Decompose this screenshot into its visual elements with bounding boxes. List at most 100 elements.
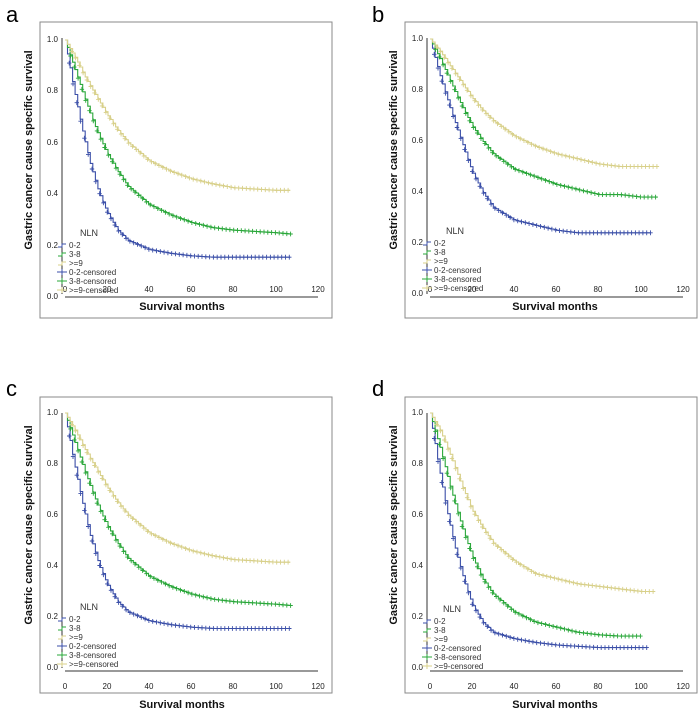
legend-swatch-mid-nln [58, 252, 66, 257]
panel-b: b Gastric cancer cause specific survival… [372, 2, 698, 319]
legend-swatch-high-nln [58, 261, 66, 266]
legend-censor-high-nln [422, 285, 432, 291]
x-tick-label: 100 [634, 682, 648, 691]
legend-label: >=9-censored [434, 284, 483, 293]
legend-label: 0-2-censored [69, 642, 116, 651]
series-group [430, 412, 656, 650]
plot-frame [39, 21, 333, 319]
series-group [430, 38, 660, 236]
legend-swatch-high-nln [423, 259, 431, 264]
survival-curve-low-nln [65, 412, 291, 630]
y-tick-label: 0.2 [412, 612, 424, 621]
legend-label: 0-2-censored [69, 268, 116, 277]
legend-label: 0-2 [434, 239, 446, 248]
x-tick-label: 20 [468, 285, 477, 294]
x-axis-title: Survival months [512, 699, 598, 711]
censor-marks-mid-nln [433, 47, 658, 200]
legend-swatch-mid-nln [58, 626, 66, 631]
survival-curve-high-nln [430, 412, 653, 593]
censor-marks-mid-nln [433, 429, 643, 639]
x-tick-label: 0 [63, 682, 68, 691]
y-tick-label: 0.4 [47, 189, 59, 198]
y-tick-label: 0.6 [47, 510, 59, 519]
y-tick-label: 0.4 [47, 561, 59, 570]
censor-marks-high-nln [69, 49, 291, 193]
legend-label: 0-2-censored [434, 644, 481, 653]
legend-label: 3-8-censored [434, 653, 481, 662]
x-tick-label: 40 [145, 682, 154, 691]
y-tick-label: 0.0 [47, 292, 59, 301]
y-tick-label: 0.4 [412, 187, 424, 196]
legend-censor-mid-nln [57, 652, 67, 658]
survival-curve-mid-nln [430, 412, 640, 637]
legend-censor-mid-nln [422, 654, 432, 660]
legend-label: >=9 [69, 633, 83, 642]
censor-marks-high-nln [434, 422, 656, 594]
panel-letter: a [6, 2, 19, 27]
y-tick-label: 0.8 [47, 86, 59, 95]
survival-curve-low-nln [65, 39, 291, 258]
x-tick-label: 20 [103, 285, 112, 294]
y-tick-label: 0.2 [47, 612, 59, 621]
legend-censor-low-nln [422, 267, 432, 273]
series-group [65, 412, 293, 631]
survival-curve-high-nln [65, 412, 291, 563]
legend-swatch-mid-nln [423, 628, 431, 633]
censor-marks-high-nln [69, 422, 291, 565]
x-tick-label: 120 [311, 682, 325, 691]
plot-frame [404, 396, 698, 694]
panel-d: d Gastric cancer cause specific survival… [372, 376, 698, 711]
censor-marks-mid-nln [68, 426, 293, 608]
plot-frame [404, 21, 698, 319]
legend-label: 0-2 [69, 241, 81, 250]
x-tick-label: 100 [269, 285, 283, 294]
survival-curve-mid-nln [430, 38, 658, 198]
censor-marks-high-nln [434, 44, 660, 169]
x-axis-title: Survival months [139, 699, 225, 711]
y-tick-label: 1.0 [412, 34, 424, 43]
survival-curve-low-nln [430, 38, 651, 234]
x-tick-label: 0 [428, 682, 433, 691]
legend-censor-high-nln [57, 287, 67, 293]
legend-censor-high-nln [422, 663, 432, 669]
x-tick-label: 100 [634, 285, 648, 294]
x-tick-label: 120 [311, 285, 325, 294]
panel-c: c Gastric cancer cause specific survival… [6, 376, 333, 711]
legend-label: 0-2-censored [434, 266, 481, 275]
x-axis-title: Survival months [512, 301, 598, 313]
legend-label: 3-8-censored [434, 275, 481, 284]
x-tick-label: 40 [145, 285, 154, 294]
legend-censor-low-nln [57, 269, 67, 275]
y-tick-label: 0.8 [412, 85, 424, 94]
legend: NLN 0-2 3-8 >=9 0-2-censored 3-8-censore… [422, 226, 483, 293]
x-tick-label: 60 [187, 682, 196, 691]
y-tick-label: 0.6 [412, 136, 424, 145]
legend-censor-high-nln [57, 661, 67, 667]
legend-label: 3-8 [434, 626, 446, 635]
y-tick-label: 0.4 [412, 561, 424, 570]
legend-label: 3-8 [69, 250, 81, 259]
legend-swatch-low-nln [423, 241, 431, 246]
plot-frame [39, 396, 333, 694]
x-tick-label: 80 [594, 285, 603, 294]
legend-title: NLN [80, 228, 98, 238]
censor-marks-mid-nln [68, 53, 293, 237]
x-tick-label: 20 [468, 682, 477, 691]
y-tick-label: 1.0 [412, 408, 424, 417]
legend-title: NLN [446, 226, 464, 236]
legend-label: 0-2 [69, 615, 81, 624]
y-axis-title: Gastric cancer cause specific survival [23, 425, 35, 624]
panel-a: a Gastric cancer cause specific survival… [6, 2, 333, 319]
legend-label: 3-8 [69, 624, 81, 633]
legend: NLN 0-2 3-8 >=9 0-2-censored 3-8-censore… [422, 604, 483, 671]
survival-curve-mid-nln [65, 412, 291, 606]
legend-label: 3-8 [434, 248, 446, 257]
x-tick-label: 120 [676, 682, 690, 691]
y-axis-title: Gastric cancer cause specific survival [388, 50, 400, 249]
x-tick-label: 100 [269, 682, 283, 691]
legend-label: 3-8-censored [69, 277, 116, 286]
legend-censor-low-nln [57, 643, 67, 649]
survival-curve-mid-nln [65, 39, 291, 235]
legend-swatch-high-nln [58, 635, 66, 640]
